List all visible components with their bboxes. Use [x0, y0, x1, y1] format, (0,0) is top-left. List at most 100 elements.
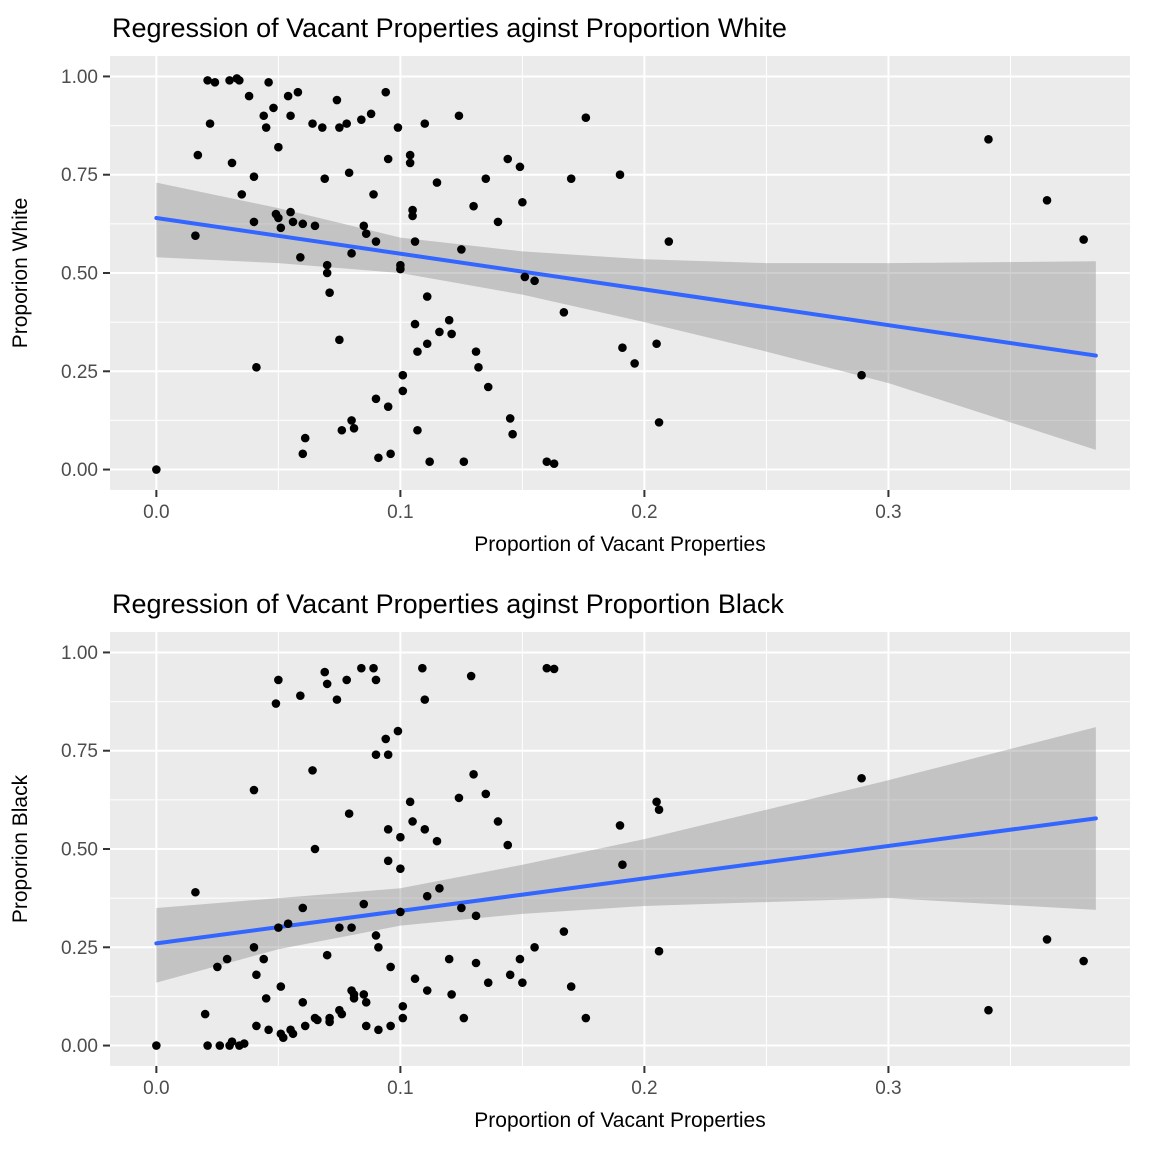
- scatter-point: [432, 178, 442, 187]
- scatter-point: [320, 667, 330, 677]
- scatter-point: [1079, 235, 1088, 244]
- scatter-point: [298, 219, 308, 229]
- scatter-point: [298, 998, 308, 1007]
- scatter-point: [466, 671, 476, 681]
- scatter-point: [264, 1025, 273, 1035]
- scatter-point: [369, 190, 378, 199]
- scatter-point: [252, 1021, 261, 1031]
- scatter-point: [542, 457, 552, 466]
- scatter-point: [447, 990, 456, 999]
- regression-line: [154, 816, 1098, 946]
- y-tick-label: 0.25: [61, 938, 98, 959]
- scatter-point: [435, 884, 444, 893]
- scatter-point: [361, 998, 371, 1007]
- scatter-point: [581, 113, 591, 123]
- scatter-point: [503, 840, 513, 850]
- scatter-point: [337, 1009, 347, 1019]
- scatter-point: [300, 433, 310, 443]
- scatter-point: [191, 887, 200, 897]
- scatter-point: [296, 252, 305, 262]
- scatter-point: [549, 664, 559, 674]
- scatter-point: [205, 119, 215, 128]
- scatter-point: [405, 150, 415, 160]
- plot-svg-white: 0.0 0.1 0.2 0.3 0.00 0.25 0.50 0.75 1.00 Regress…: [9, 13, 1130, 556]
- scatter-point: [347, 249, 356, 258]
- scatter-point: [325, 1017, 334, 1027]
- scatter-point: [371, 750, 381, 759]
- x-tick-label: 0.3: [875, 1078, 901, 1099]
- x-tick-label: 0.0: [143, 1078, 169, 1099]
- scatter-point: [361, 1021, 371, 1031]
- scatter-point: [274, 675, 283, 685]
- scatter-point: [518, 978, 527, 987]
- scatter-point: [474, 363, 483, 372]
- scatter-point: [493, 817, 503, 826]
- scatter-point: [471, 347, 481, 356]
- scatter-point: [349, 994, 359, 1003]
- scatter-point: [518, 197, 527, 207]
- scatter-point: [349, 423, 359, 433]
- scatter-point: [410, 319, 420, 329]
- x-axis-title-white: Proportion of Vacant Properties: [474, 533, 765, 556]
- scatter-point: [530, 942, 539, 952]
- scatter-point: [393, 726, 403, 736]
- scatter-point: [371, 931, 381, 940]
- y-tick-label: 0.00: [61, 460, 98, 481]
- scatter-point: [322, 268, 332, 278]
- scatter-point: [542, 663, 552, 673]
- scatter-point: [259, 954, 269, 964]
- scatter-point: [386, 449, 395, 459]
- scatter-point: [357, 663, 366, 673]
- scatter-point: [483, 978, 493, 987]
- scatter-point: [420, 695, 430, 704]
- scatter-point: [413, 347, 422, 356]
- scatter-point: [454, 111, 464, 121]
- scatter-point: [371, 675, 381, 685]
- scatter-point: [264, 78, 273, 87]
- scatter-point: [515, 954, 525, 964]
- plot-panel-black: 0.0 0.1 0.2 0.3 0.00 0.25 0.50 0.75 1.00: [61, 632, 1130, 1099]
- scatter-point: [425, 457, 434, 466]
- scatter-point: [422, 339, 432, 349]
- scatter-point: [313, 1015, 322, 1025]
- scatter-point: [347, 416, 356, 425]
- scatter-point: [422, 292, 432, 301]
- scatter-point: [664, 237, 674, 246]
- scatter-point: [984, 1005, 993, 1015]
- scatter-point: [618, 343, 627, 352]
- scatter-point: [481, 789, 491, 799]
- scatter-point: [396, 864, 405, 873]
- scatter-point: [396, 907, 405, 917]
- scatter-point: [227, 1037, 237, 1046]
- scatter-point: [503, 154, 513, 164]
- scatter-point: [396, 264, 405, 274]
- scatter-point: [1042, 195, 1052, 205]
- scatter-point: [286, 207, 295, 217]
- scatter-point: [857, 370, 866, 380]
- scatter-point: [344, 809, 354, 818]
- scatter-point: [325, 288, 334, 297]
- scatter-point: [193, 150, 203, 160]
- scatter-point: [359, 899, 369, 909]
- regression-line: [154, 215, 1098, 358]
- scatter-point: [249, 172, 259, 181]
- scatter-point: [493, 217, 503, 227]
- scatter-point: [566, 982, 576, 991]
- scatter-point: [152, 465, 161, 474]
- scatter-point: [505, 414, 515, 423]
- scatter-point: [398, 386, 408, 396]
- scatter-point: [652, 797, 661, 807]
- scatter-point: [654, 946, 664, 956]
- y-tick-label: 0.75: [61, 165, 98, 186]
- plot-panel-white: 0.0 0.1 0.2 0.3 0.00 0.25 0.50 0.75 1.00: [61, 56, 1130, 523]
- y-axis-title-black: Proporion Black: [9, 774, 32, 923]
- scatter-point: [286, 111, 295, 121]
- scatter-point: [310, 844, 320, 854]
- scatter-point: [559, 308, 569, 317]
- scatter-point: [457, 903, 466, 913]
- scatter-point: [235, 76, 244, 85]
- scatter-point: [227, 158, 237, 168]
- scatter-point: [276, 223, 286, 233]
- scatter-point: [335, 335, 344, 345]
- scatter-point: [857, 773, 866, 783]
